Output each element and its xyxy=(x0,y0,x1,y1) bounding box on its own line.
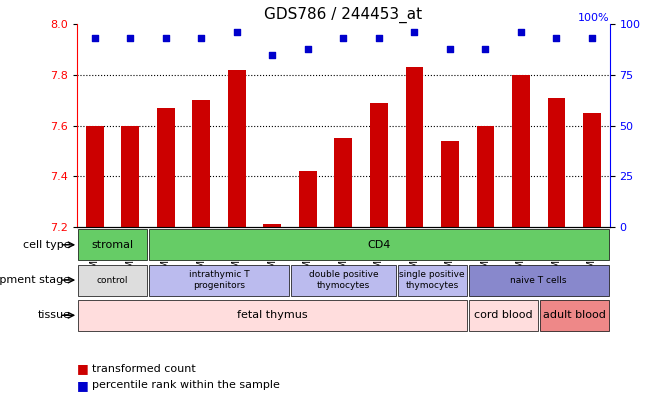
Bar xyxy=(228,70,246,227)
Point xyxy=(516,29,527,36)
Text: cord blood: cord blood xyxy=(474,310,533,320)
Text: cell type: cell type xyxy=(23,240,70,250)
Bar xyxy=(405,67,423,227)
Point xyxy=(161,35,172,42)
Bar xyxy=(299,171,317,227)
Text: transformed count: transformed count xyxy=(92,364,196,374)
Bar xyxy=(583,113,601,227)
Text: adult blood: adult blood xyxy=(543,310,606,320)
Point xyxy=(90,35,100,42)
Bar xyxy=(547,98,565,227)
Point xyxy=(303,45,314,52)
Bar xyxy=(157,108,175,227)
Bar xyxy=(398,264,466,296)
Bar xyxy=(121,126,139,227)
Point xyxy=(338,35,349,42)
Text: percentile rank within the sample: percentile rank within the sample xyxy=(92,380,279,390)
Point xyxy=(374,35,385,42)
Bar xyxy=(149,229,608,260)
Text: fetal thymus: fetal thymus xyxy=(237,310,308,320)
Text: naive T cells: naive T cells xyxy=(511,275,567,285)
Text: stromal: stromal xyxy=(92,240,133,250)
Text: CD4: CD4 xyxy=(367,240,391,250)
Bar xyxy=(78,300,466,331)
Point xyxy=(480,45,491,52)
Bar xyxy=(78,229,147,260)
Text: control: control xyxy=(96,275,129,285)
Text: single positive
thymocytes: single positive thymocytes xyxy=(399,271,465,290)
Text: tissue: tissue xyxy=(38,310,70,320)
Bar xyxy=(149,264,289,296)
Bar xyxy=(86,126,104,227)
Point xyxy=(232,29,243,36)
Text: 100%: 100% xyxy=(578,13,610,23)
Point xyxy=(196,35,207,42)
Text: double positive
thymocytes: double positive thymocytes xyxy=(309,271,378,290)
Bar xyxy=(540,300,608,331)
Bar xyxy=(476,126,494,227)
Bar xyxy=(512,75,530,227)
Bar xyxy=(78,264,147,296)
Text: ■: ■ xyxy=(77,362,89,375)
Text: intrathymic T
progenitors: intrathymic T progenitors xyxy=(189,271,249,290)
Bar xyxy=(192,100,210,227)
Bar xyxy=(291,264,395,296)
Point xyxy=(267,51,278,58)
Text: ■: ■ xyxy=(77,379,89,392)
Text: development stage: development stage xyxy=(0,275,70,285)
Point xyxy=(445,45,456,52)
Title: GDS786 / 244453_at: GDS786 / 244453_at xyxy=(264,7,423,23)
Bar xyxy=(334,138,352,227)
Point xyxy=(551,35,562,42)
Point xyxy=(587,35,598,42)
Point xyxy=(125,35,135,42)
Bar xyxy=(469,264,608,296)
Bar xyxy=(441,141,459,227)
Bar xyxy=(370,103,388,227)
Point xyxy=(409,29,419,36)
Bar xyxy=(263,224,281,227)
Bar xyxy=(469,300,537,331)
